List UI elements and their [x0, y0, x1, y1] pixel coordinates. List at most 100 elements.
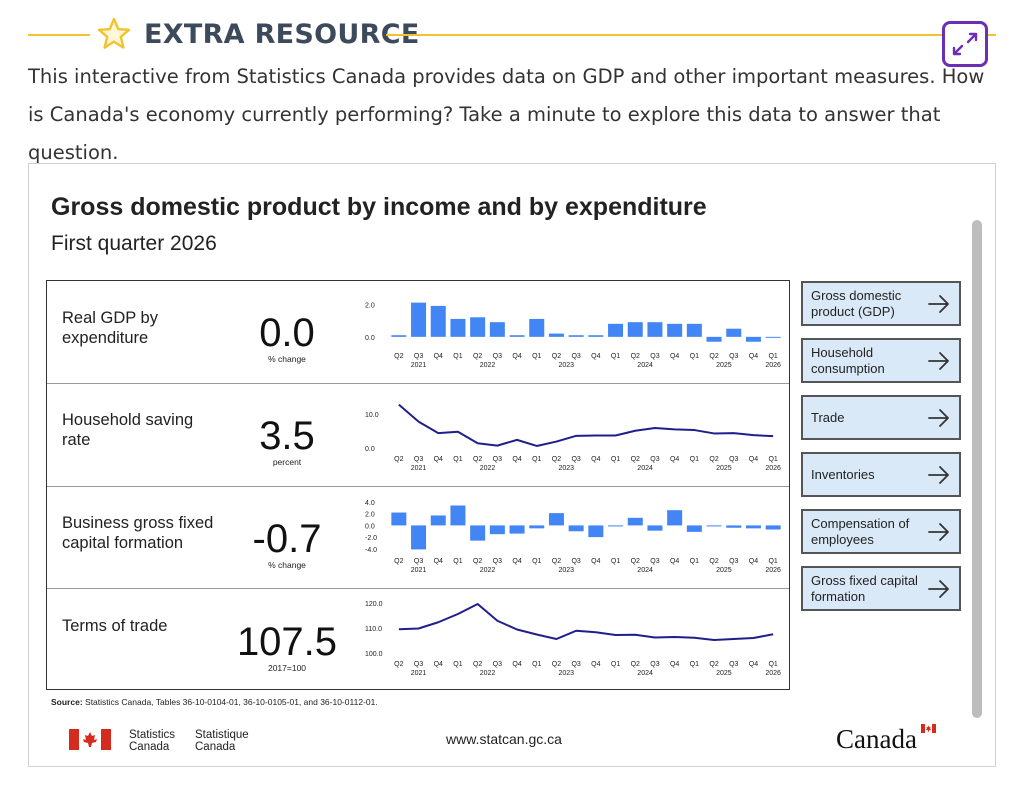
x-tick-label: Q3: [571, 353, 580, 360]
x-tick-label: Q1: [453, 456, 462, 463]
bar: [489, 322, 505, 337]
header-rule-left: [28, 34, 90, 36]
year-label: 2025: [716, 465, 732, 472]
x-tick-label: Q3: [571, 558, 580, 565]
year-label: 2022: [480, 362, 496, 369]
year-label: 2022: [480, 670, 496, 677]
arrow-right-icon: [928, 466, 949, 484]
bar: [391, 512, 407, 526]
scrollbar[interactable]: [972, 220, 982, 718]
year-label: 2024: [637, 362, 653, 369]
collapse-button[interactable]: [942, 21, 988, 67]
bar: [568, 335, 584, 337]
nav-button-trade[interactable]: Trade: [801, 395, 961, 440]
x-tick-label: Q2: [473, 456, 482, 463]
x-tick-label: Q1: [453, 353, 462, 360]
chart-business-gfcf[interactable]: 4.0 2.0 0.0 -2.0 -4.0 Q2 Q3 Q4 Q1 Q2 Q3 Q4 Q1 Q2 Q3 Q4 Q…: [347, 494, 789, 584]
x-tick-label: Q4: [434, 558, 443, 565]
row-divider: [47, 588, 789, 589]
x-tick-label: Q2: [552, 661, 561, 668]
bar: [509, 525, 525, 534]
statcan-url[interactable]: www.statcan.gc.ca: [446, 731, 562, 747]
chart-saving-rate[interactable]: 10.0 0.0 Q2 Q3 Q4 Q1 Q2 Q3 Q4 Q1 Q2 Q3 Q4 Q1 Q2 Q3 Q4 Q1 Q…: [347, 396, 789, 482]
x-tick-label: Q3: [729, 353, 738, 360]
nav-button-label: Inventories: [811, 466, 875, 482]
x-tick-label: Q1: [690, 456, 699, 463]
x-tick-label: Q3: [650, 661, 659, 668]
bar: [529, 525, 545, 529]
bar: [568, 525, 584, 532]
y-tick-label: -4.0: [365, 547, 377, 554]
x-tick-label: Q1: [690, 558, 699, 565]
x-tick-label: Q1: [532, 558, 541, 565]
nav-button-compensation[interactable]: Compensation of employees: [801, 509, 961, 554]
x-tick-label: Q2: [552, 353, 561, 360]
x-tick-label: Q1: [768, 661, 777, 668]
bar: [430, 515, 446, 526]
bar: [765, 336, 781, 338]
year-label: 2021: [411, 567, 427, 574]
year-label: 2024: [637, 465, 653, 472]
nav-button-household-consumption[interactable]: Household consumption: [801, 338, 961, 383]
canada-wordmark-flag-icon: [921, 724, 936, 733]
nav-button-gdp[interactable]: Gross domestic product (GDP): [801, 281, 961, 326]
source-label: Source:: [51, 697, 83, 707]
section-title: EXTRA RESOURCE: [144, 19, 420, 50]
x-tick-label: Q2: [552, 558, 561, 565]
year-label: 2025: [716, 567, 732, 574]
bar: [588, 335, 604, 337]
x-tick-label: Q2: [473, 353, 482, 360]
x-tick-label: Q2: [709, 353, 718, 360]
x-tick-label: Q4: [591, 456, 600, 463]
chart-terms-of-trade[interactable]: 120.0 110.0 100.0 Q2 Q3 Q4 Q1 Q2 Q3 Q4 Q1 Q2 Q3 Q4 Q1 Q…: [347, 595, 789, 687]
bar: [588, 525, 604, 538]
bar: [726, 525, 742, 528]
x-tick-label: Q4: [512, 661, 521, 668]
x-tick-label: Q1: [768, 558, 777, 565]
arrow-right-icon: [928, 523, 949, 541]
x-tick-label: Q4: [434, 661, 443, 668]
x-tick-label: Q1: [611, 456, 620, 463]
metric-value-saving-rate: 3.5: [259, 414, 315, 458]
metric-label-saving-rate: Household saving rate: [62, 411, 194, 449]
x-tick-label: Q3: [650, 353, 659, 360]
nav-button-inventories[interactable]: Inventories: [801, 452, 961, 497]
bar: [489, 525, 505, 535]
x-tick-label: Q4: [749, 456, 758, 463]
year-label: 2021: [411, 670, 427, 677]
agency-name-en: Statistics Canada: [129, 729, 176, 753]
bar: [608, 323, 624, 337]
x-tick-label: Q2: [631, 456, 640, 463]
bar: [391, 335, 407, 337]
metric-value-business-gfcf: -0.7: [252, 517, 322, 561]
x-tick-label: Q3: [729, 558, 738, 565]
nav-button-gfcf[interactable]: Gross fixed capital formation: [801, 566, 961, 611]
arrow-right-icon: [928, 295, 949, 313]
bar: [450, 318, 466, 337]
x-tick-label: Q2: [394, 456, 403, 463]
bar: [430, 305, 446, 337]
bar: [647, 525, 663, 531]
bar: [686, 323, 702, 337]
agency-name-fr: Statistique Canada: [195, 729, 249, 753]
x-tick-label: Q4: [591, 353, 600, 360]
bar: [706, 336, 722, 342]
y-tick-label: 2.0: [365, 302, 375, 309]
year-label: 2026: [765, 465, 781, 472]
x-tick-label: Q2: [552, 456, 561, 463]
intro-paragraph: This interactive from Statistics Canada …: [28, 65, 985, 164]
chart-real-gdp[interactable]: 2.0 0.0 Q2 Q3 Q4 Q1 Q2 Q3 Q4 Q1 Q2 Q3 Q4 Q1 Q2 Q3 Q4 Q1 Q2…: [347, 293, 789, 379]
bar: [548, 333, 564, 337]
x-tick-label: Q1: [690, 353, 699, 360]
x-tick-label: Q3: [650, 456, 659, 463]
x-tick-label: Q4: [670, 558, 679, 565]
y-tick-label: 120.0: [365, 601, 383, 608]
x-tick-label: Q3: [729, 661, 738, 668]
x-tick-label: Q1: [453, 558, 462, 565]
x-tick-label: Q4: [749, 661, 758, 668]
x-tick-label: Q2: [631, 353, 640, 360]
metric-label-business-gfcf: Business gross fixed capital formation: [62, 514, 214, 552]
row-divider: [47, 486, 789, 487]
x-tick-label: Q2: [631, 661, 640, 668]
x-tick-label: Q3: [493, 558, 502, 565]
